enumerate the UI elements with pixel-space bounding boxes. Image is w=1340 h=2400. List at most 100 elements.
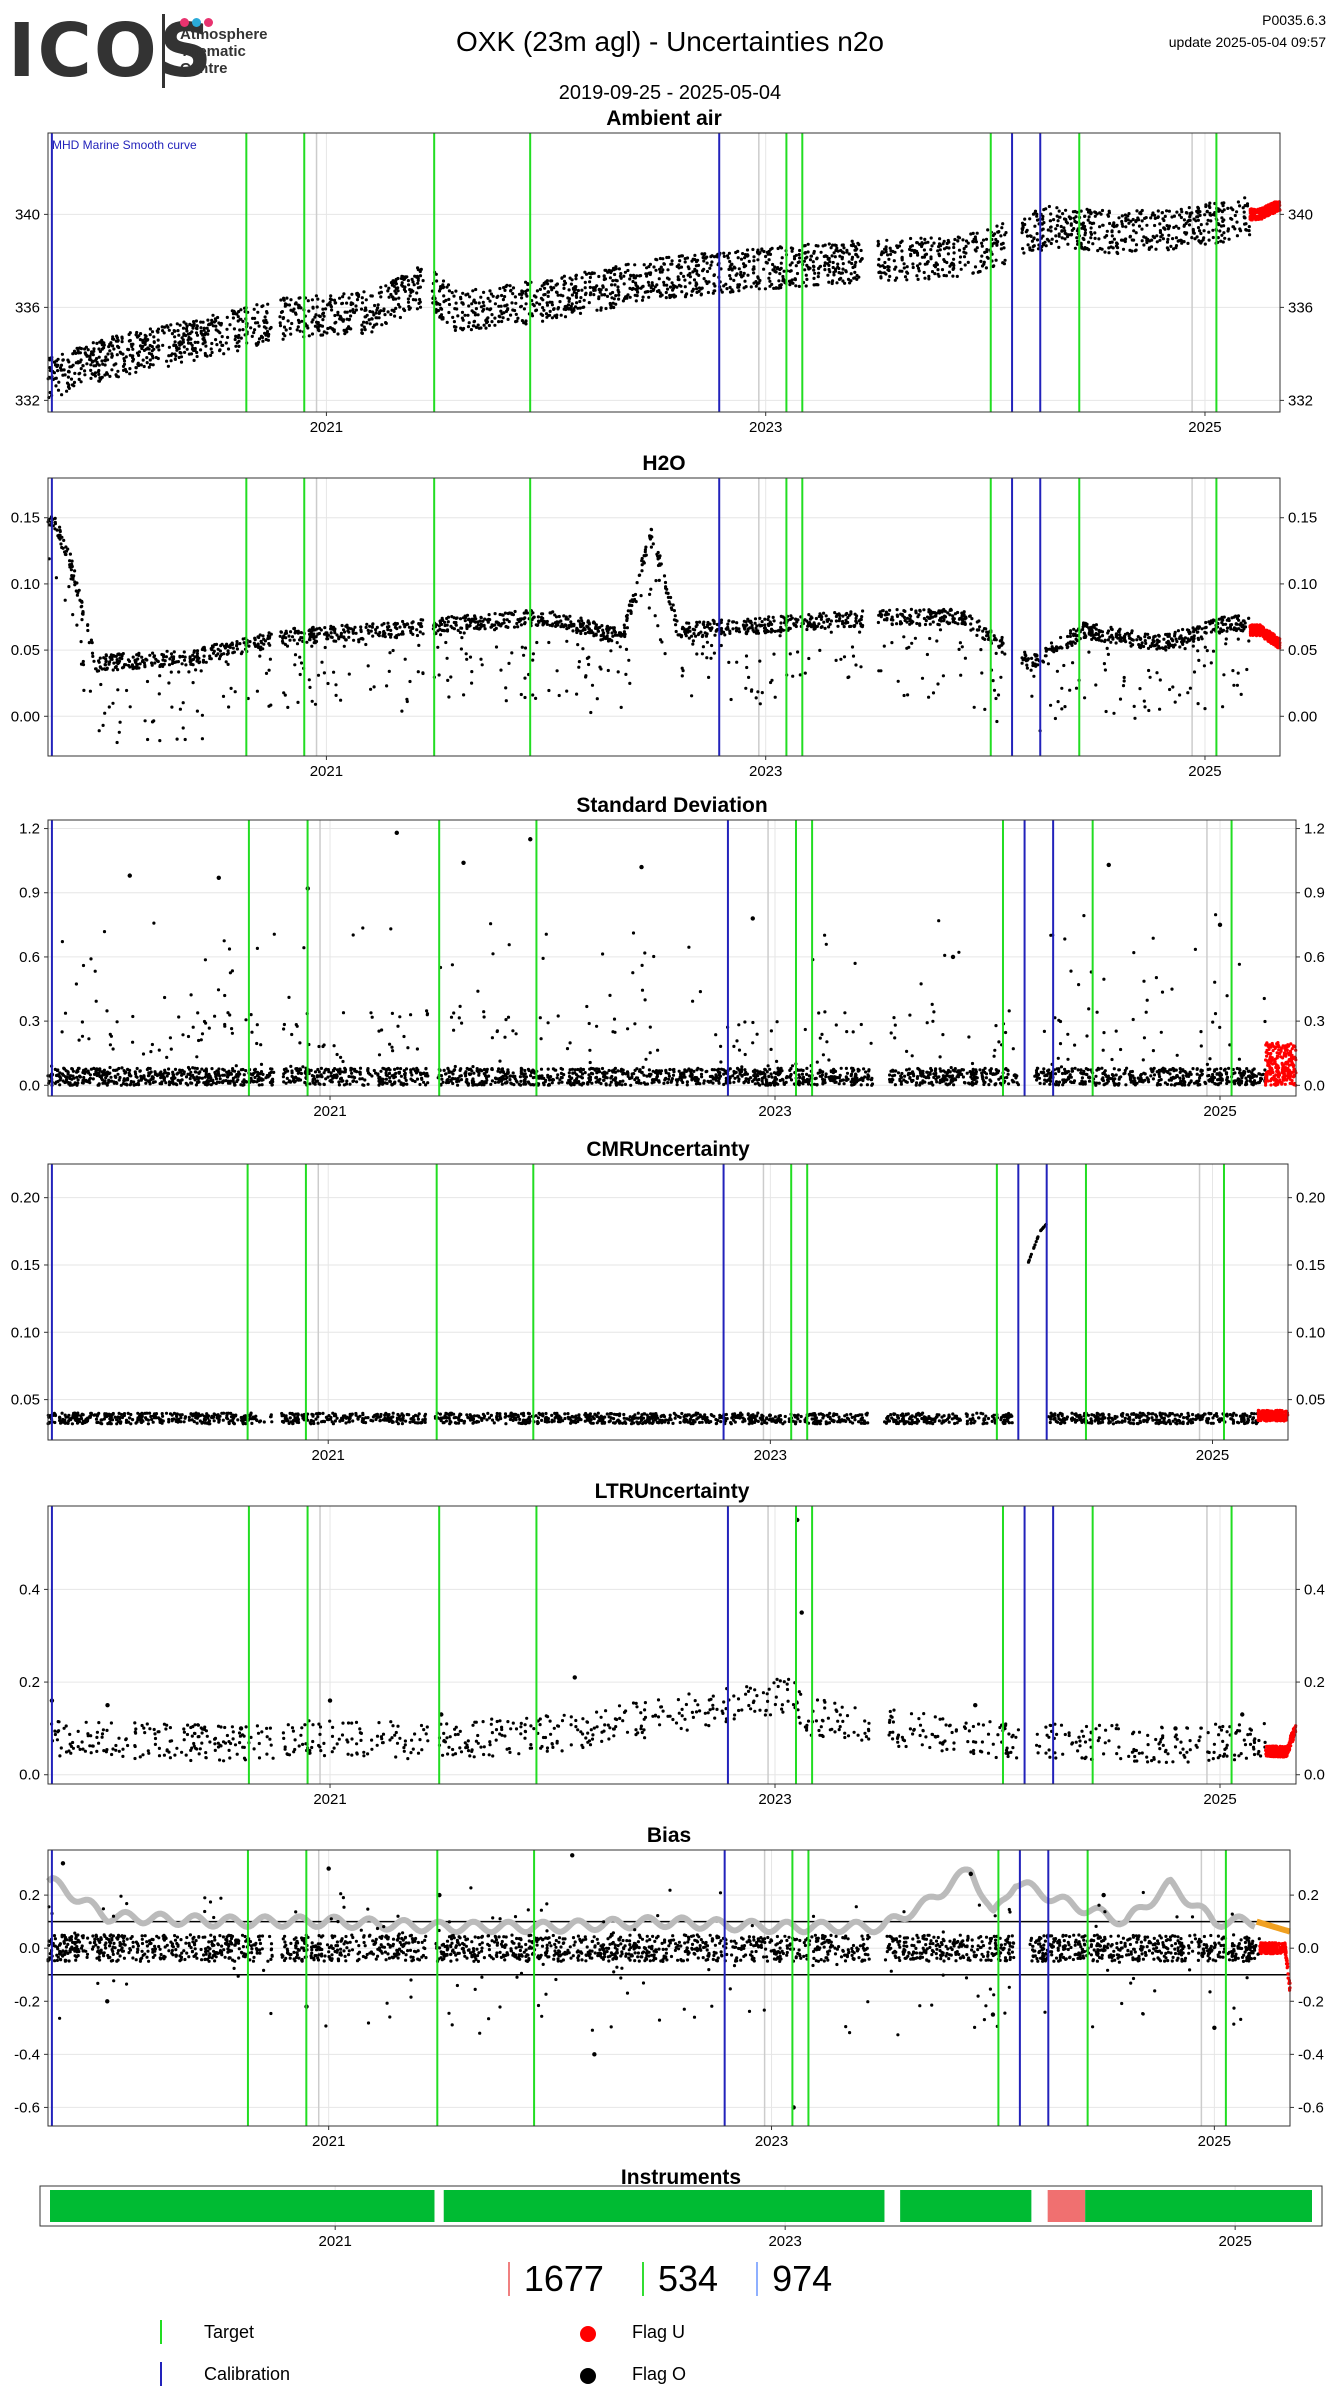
y-tick-label: 0.10 [11,576,40,593]
flag-o-points [46,1222,1260,1426]
legend-flag-u-icon [580,2326,596,2342]
data-point [750,916,755,921]
y-tick-label: 1.2 [1304,821,1325,838]
flag-u-points [1248,623,1282,650]
x-tick-label: 2021 [319,2233,352,2250]
chart-annotation: MHD Marine Smooth curve [52,138,197,152]
chart-panel-0: Ambient air MHD Marine Smooth curve 332 332… [15,107,1313,436]
data-point [950,954,956,960]
y-tick-label: 340 [1288,206,1313,223]
y-tick-label: 0.10 [1288,576,1317,593]
y-tick-label: 0.05 [11,642,40,659]
x-tick-label: 2023 [768,2233,801,2250]
y-tick-label: 0.2 [1304,1674,1325,1691]
y-tick-label: 0.20 [11,1190,40,1207]
chart-panel-4: LTRUncertainty 0.0 0.0 0.2 0.2 0.4 0.4 2021 2023… [19,1480,1325,1808]
y-tick-label: 0.6 [1304,949,1325,966]
y-tick-label: 0.10 [1296,1324,1325,1341]
x-tick-label: 2021 [313,1791,346,1808]
instrument-segment [50,2190,435,2222]
chart-title: CMRUncertainty [586,1138,750,1161]
x-tick-label: 2025 [1203,1791,1236,1808]
y-tick-label: 0.0 [1304,1077,1325,1094]
logo-dot [192,18,201,27]
chart-title: Standard Deviation [576,794,767,817]
y-tick-label: 0.9 [19,885,40,902]
data-point [592,2052,597,2057]
data-point [326,1866,331,1871]
y-tick-label: -0.2 [1298,1993,1324,2010]
y-tick-label: 1.2 [19,821,40,838]
instrument-segment [900,2190,1032,2222]
flag-o-points [46,913,1267,1087]
instrument-segment [1085,2190,1312,2222]
y-tick-label: 0.05 [1296,1392,1325,1409]
plot-frame [47,1849,1291,2127]
y-tick-label: 332 [1288,392,1313,409]
y-tick-label: 0.9 [1304,885,1325,902]
data-point [238,1726,244,1731]
chart-panel-5: Bias -0.6 -0.6 -0.4 -0.4 -0.2 -0.2 0.0 0.0 0.2 0.2… [14,1824,1324,2150]
flag-o-points [46,1886,1261,2037]
plot-frame [47,132,1281,413]
instruments-frame [39,2185,1323,2227]
plot-frame [47,819,1297,1097]
count-green: 534 [641,2258,718,2300]
icos-logo: ICOS [8,8,215,94]
logo-subtitle-line: Centre [180,60,228,77]
chart-panel-1: H2O 0.00 0.00 0.05 0.05 0.10 0.10 0.15 0.15 2021 2… [11,452,1317,780]
data-point [1101,1892,1106,1898]
logo-divider [162,14,165,88]
y-tick-label: 0.0 [1304,1767,1325,1784]
x-tick-label: 2021 [313,1103,346,1120]
chart-panel-3: CMRUncertainty 0.05 0.05 0.10 0.10 0.15 0.15 0.… [11,1138,1325,1464]
smooth-curve [45,1866,1256,1936]
legend-calibration-label: Calibration [204,2364,291,2384]
chart-title: Ambient air [606,107,722,130]
x-tick-label: 2023 [758,1103,791,1120]
y-tick-label: 0.0 [19,1767,40,1784]
data-point [1217,922,1223,928]
data-point [461,860,466,865]
x-tick-label: 2025 [1196,1447,1229,1464]
logo-dots-icon [180,14,216,32]
flag-u-points [1264,1041,1298,1087]
y-tick-label: 0.4 [19,1581,40,1598]
y-tick-label: 336 [15,299,40,316]
count-blue: 974 [756,2258,832,2300]
logo-dot [204,18,213,27]
legend-target-icon [160,2320,162,2344]
date-range: 2019-09-25 - 2025-05-04 [558,82,782,104]
data-point [60,1861,66,1866]
legend-flag-u-label: Flag U [632,2322,686,2342]
y-tick-label: 0.05 [11,1392,40,1409]
count-red: 1677 [507,2258,604,2300]
y-tick-label: 0.0 [1298,1940,1319,1957]
plot-frame [47,1163,1289,1441]
y-tick-label: 0.00 [11,708,40,725]
data-point [990,2012,996,2017]
y-tick-label: 0.15 [11,1257,40,1274]
update-label: update 2025-05-04 09:57 [1168,34,1326,50]
data-point [1106,862,1111,868]
flag-o-points [46,515,1251,745]
data-point [639,864,644,870]
x-tick-label: 2023 [754,1447,787,1464]
y-tick-label: 0.20 [1296,1190,1325,1207]
y-tick-label: 336 [1288,299,1313,316]
y-tick-label: 0.15 [1288,510,1317,527]
logo-subtitle: Atmosphere Thematic Centre [180,26,268,77]
data-point [1173,1726,1178,1731]
data-point [1240,1712,1245,1717]
y-tick-label: 0.15 [1296,1257,1325,1274]
data-point [528,837,533,842]
chart-title: LTRUncertainty [595,1480,750,1503]
legend-calibration-icon [160,2362,162,2386]
x-tick-label: 2025 [1218,2233,1251,2250]
y-tick-label: 0.2 [19,1887,40,1904]
y-tick-label: 0.2 [19,1674,40,1691]
x-tick-label: 2021 [310,419,343,436]
x-tick-label: 2021 [312,1447,345,1464]
y-tick-label: 0.2 [1298,1887,1319,1904]
legend-flag-o-label: Flag O [632,2364,687,2384]
